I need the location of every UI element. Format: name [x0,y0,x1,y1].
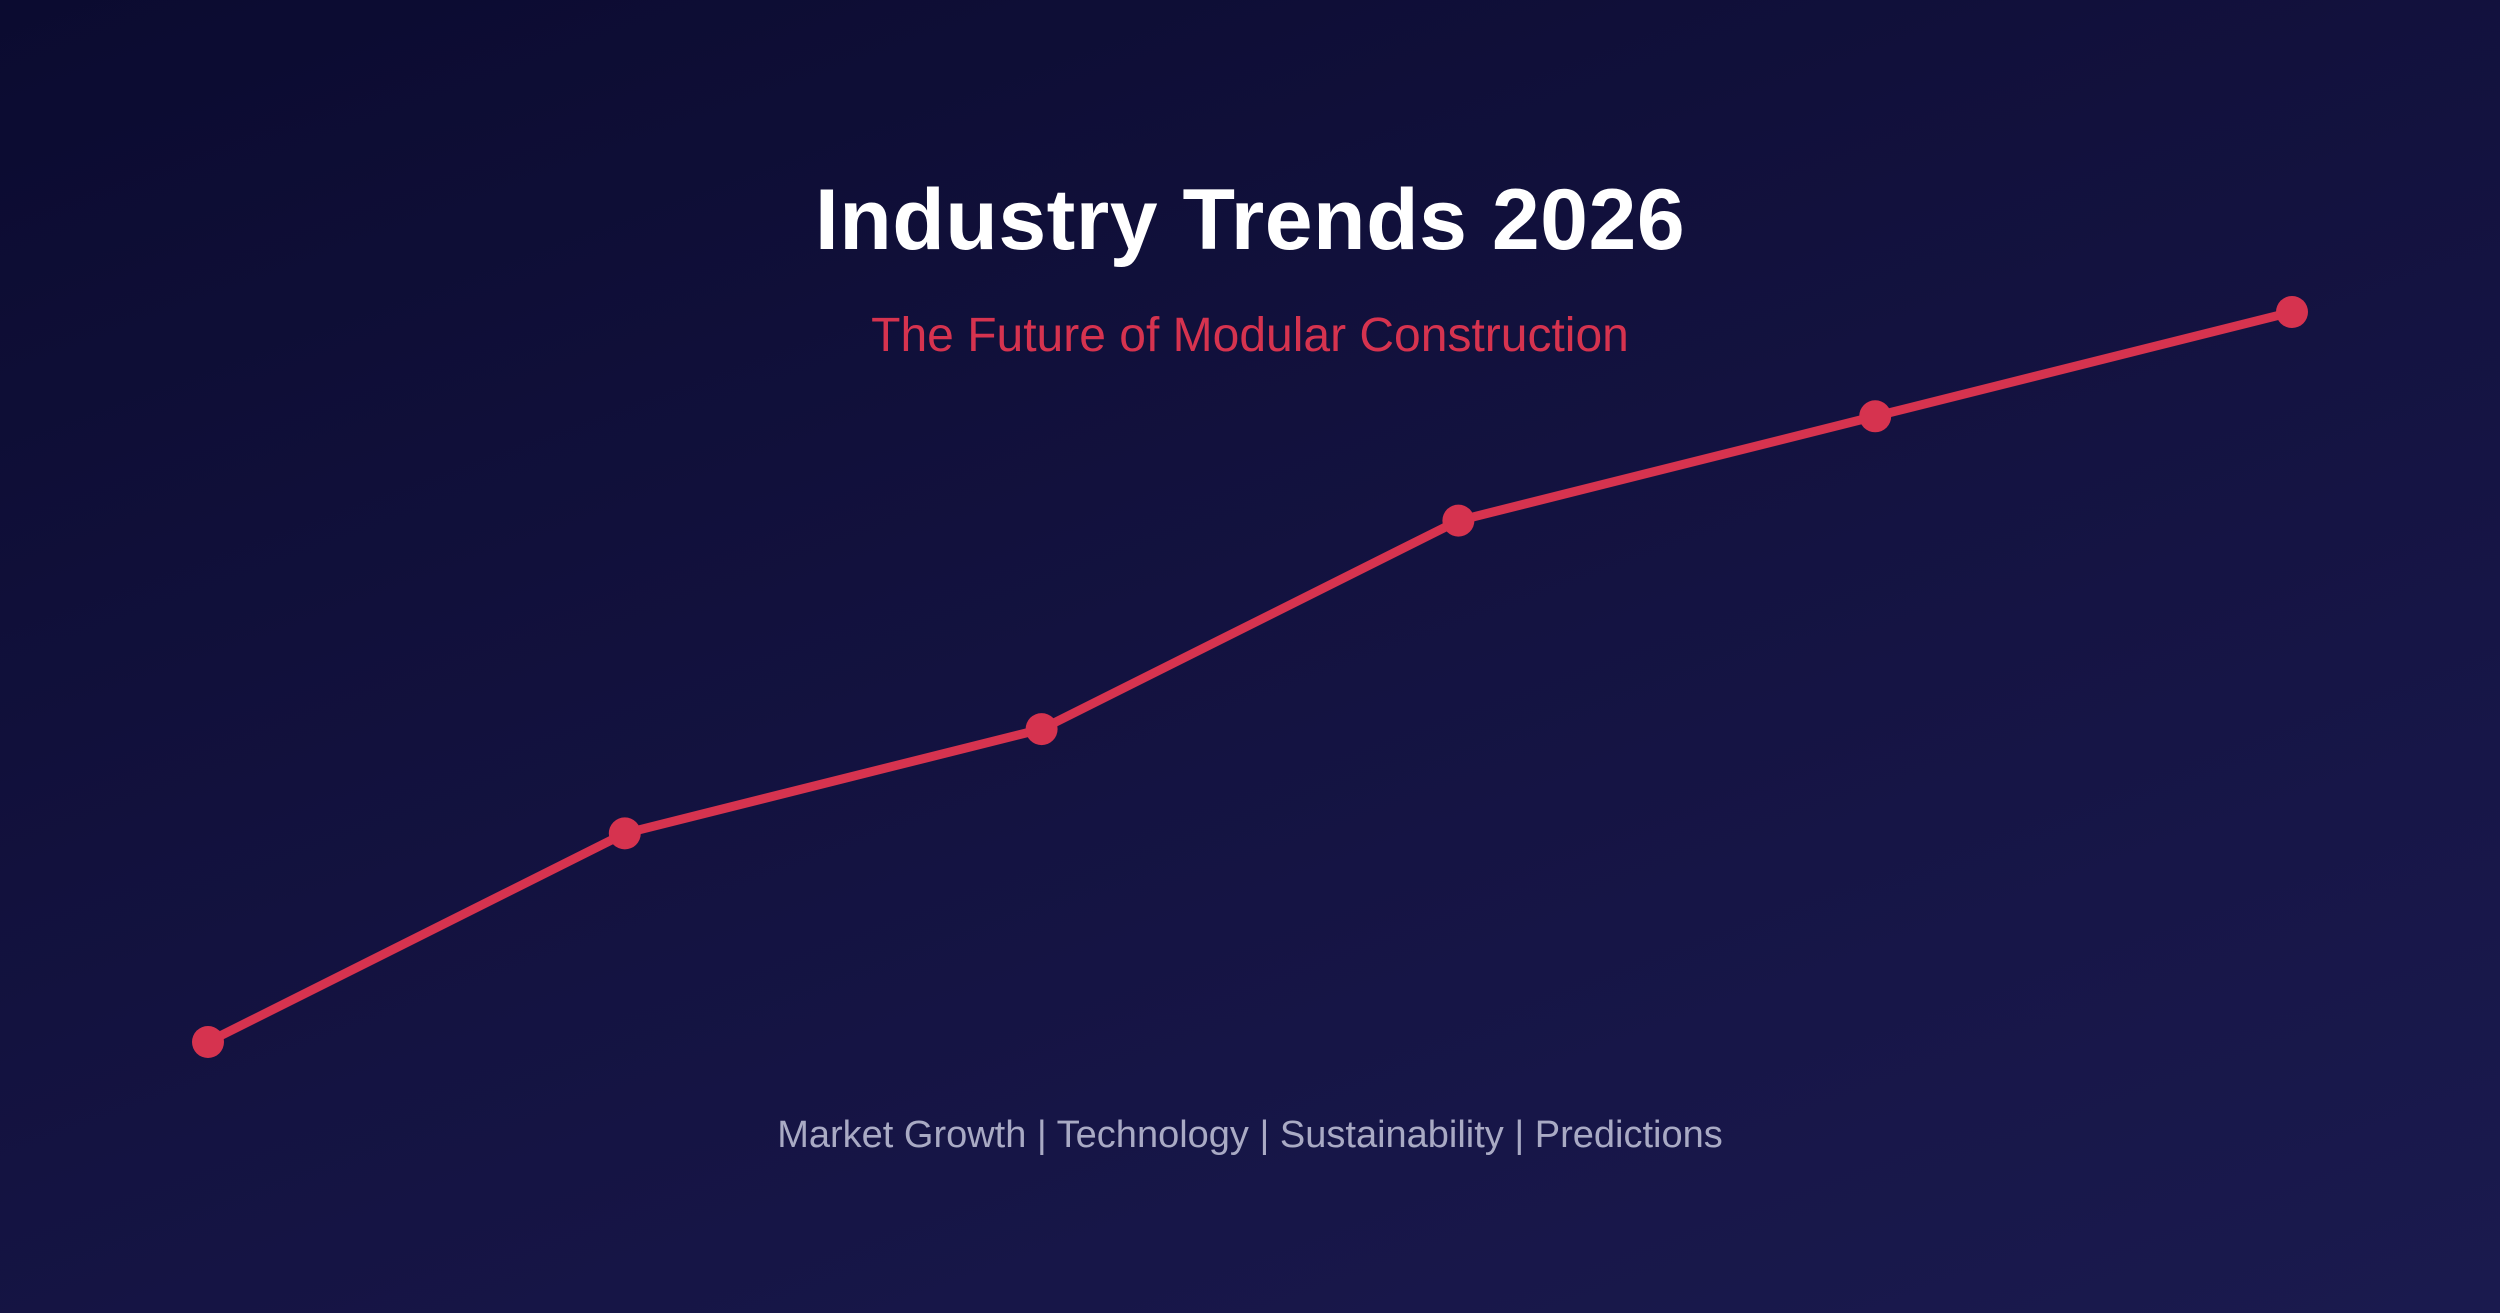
headline: Industry Trends 2026 [814,172,1686,268]
trend-point-4 [1442,504,1475,537]
trend-point-2 [608,817,641,850]
trend-point-5 [1859,400,1892,433]
trend-point-6 [2276,296,2308,328]
trend-point-3 [1025,713,1058,746]
trend-points [192,296,2308,1058]
topics-line: Market Growth | Technology | Sustainabil… [777,1114,1723,1156]
trend-point-1 [192,1026,224,1058]
trend-line [203,307,2297,1047]
subheadline: The Future of Modular Construction [871,309,1629,362]
